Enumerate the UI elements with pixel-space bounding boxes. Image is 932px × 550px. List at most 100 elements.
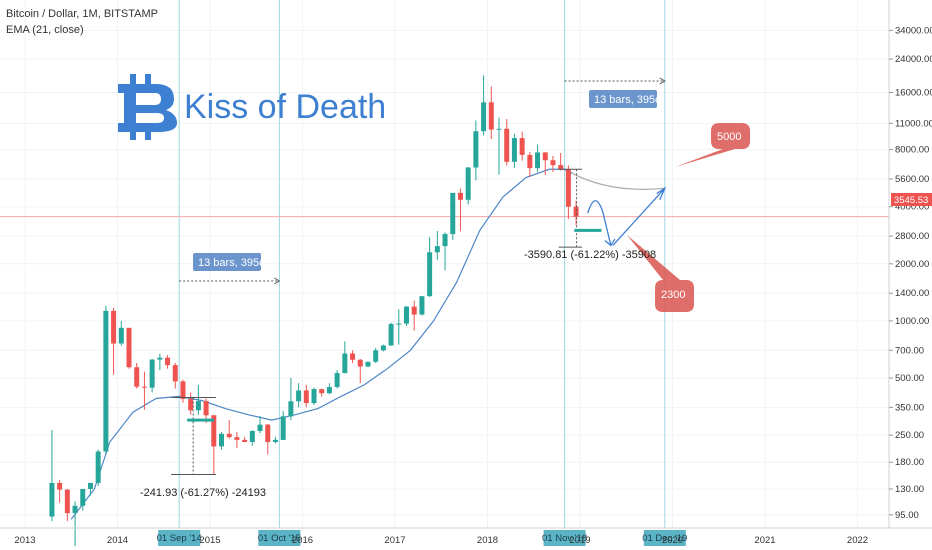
y-tick-label: 1000.00 bbox=[895, 316, 929, 327]
symbol-title: Bitcoin / Dollar, 1M, BITSTAMP bbox=[6, 8, 158, 20]
candle-body bbox=[535, 152, 541, 169]
target-high-callout: 5000 bbox=[675, 123, 750, 167]
x-tick-label: 2020 bbox=[662, 535, 683, 546]
candle-body bbox=[157, 357, 163, 360]
last-price-label: 3545.53 bbox=[894, 195, 928, 206]
candle-body bbox=[149, 359, 155, 388]
target-low-label: 2300 bbox=[661, 289, 685, 301]
candle-body bbox=[419, 296, 425, 315]
candle-body bbox=[311, 389, 317, 404]
chart-title: Kiss of Death bbox=[184, 88, 386, 126]
x-tick-label: 2019 bbox=[569, 535, 590, 546]
candle-body bbox=[265, 424, 271, 442]
candle-body bbox=[519, 138, 525, 155]
candle-body bbox=[481, 102, 487, 132]
date-badge bbox=[158, 530, 201, 546]
candle-body bbox=[350, 353, 356, 360]
y-tick-label: 180.00 bbox=[895, 457, 924, 468]
candle-body bbox=[188, 398, 194, 411]
y-tick-label: 130.00 bbox=[895, 484, 924, 495]
x-axis: 2013 2014 2015 2016 2017 2018 2019 2020 2021 2022 bbox=[0, 527, 932, 546]
candle-body bbox=[134, 367, 140, 387]
date-badge-label: 01 Dec '19 bbox=[642, 533, 687, 544]
candle-body bbox=[473, 131, 479, 168]
range-2014-arrow bbox=[274, 277, 281, 285]
x-tick-label: 2022 bbox=[847, 535, 868, 546]
candle-body bbox=[126, 327, 132, 368]
x-tick-label: 2016 bbox=[292, 535, 313, 546]
candle-body bbox=[72, 505, 78, 514]
chart-grid bbox=[0, 0, 889, 528]
drop-2014-label: -241.93 (-61.27%) -24193 bbox=[140, 487, 266, 499]
candle-body bbox=[111, 310, 117, 344]
x-tick-label: 2013 bbox=[14, 535, 35, 546]
y-tick-label: 700.00 bbox=[895, 345, 924, 356]
candle-body bbox=[504, 128, 510, 162]
candle-body bbox=[242, 439, 248, 442]
projection-up-head bbox=[656, 186, 667, 201]
candle-body bbox=[103, 310, 109, 452]
ema-legend: EMA (21, close) bbox=[6, 24, 84, 36]
y-tick-label: 1400.00 bbox=[895, 288, 929, 299]
candle-body bbox=[180, 381, 186, 399]
candle-body bbox=[257, 424, 263, 431]
candle-body bbox=[511, 138, 517, 162]
y-tick-label: 2800.00 bbox=[895, 231, 929, 242]
projection-down-head bbox=[604, 238, 616, 247]
date-badge bbox=[258, 530, 301, 546]
y-tick-label: 24000.00 bbox=[895, 54, 932, 65]
candle-body bbox=[565, 169, 571, 207]
x-tick-label: 2015 bbox=[199, 535, 220, 546]
candle-body bbox=[411, 306, 417, 315]
candle-body bbox=[296, 390, 302, 402]
y-tick-label: 16000.00 bbox=[895, 87, 932, 98]
candles-layer bbox=[49, 75, 579, 547]
candle-body bbox=[404, 306, 410, 324]
candle-body bbox=[172, 365, 178, 382]
candle-body bbox=[303, 390, 309, 404]
y-axis: 95.00 130.00 180.00 250.00 350.00 500.00 700.0… bbox=[888, 0, 932, 528]
y-tick-label: 4000.00 bbox=[895, 202, 929, 213]
candle-body bbox=[450, 192, 456, 235]
range-2014-label: 13 bars, 395d bbox=[198, 257, 265, 269]
candle-body bbox=[141, 386, 147, 388]
date-badge-label: 01 Oct '15 bbox=[258, 533, 301, 544]
candle-body bbox=[334, 373, 340, 388]
x-tick-label: 2018 bbox=[477, 535, 498, 546]
candle-body bbox=[342, 353, 348, 374]
y-tick-label: 11000.00 bbox=[895, 118, 932, 129]
bitcoin-logo-icon bbox=[118, 74, 177, 140]
candle-body bbox=[457, 192, 463, 200]
projection-down-arrow bbox=[587, 200, 612, 246]
x-tick-label: 2021 bbox=[754, 535, 775, 546]
y-tick-label: 350.00 bbox=[895, 402, 924, 413]
drop-2018-label: -3590.81 (-61.22%) -35908 bbox=[524, 249, 656, 261]
candle-body bbox=[234, 437, 240, 440]
projection-up-arrow bbox=[612, 187, 666, 246]
x-tick-label: 2017 bbox=[384, 535, 405, 546]
candle-body bbox=[465, 167, 471, 200]
candle-body bbox=[357, 359, 363, 367]
candle-body bbox=[118, 327, 124, 344]
candle-body bbox=[80, 489, 86, 506]
target-high-label: 5000 bbox=[717, 131, 741, 143]
candle-body bbox=[326, 387, 332, 394]
date-badge-label: 01 Sep '14 bbox=[157, 533, 202, 544]
candle-body bbox=[388, 324, 394, 346]
candle-body bbox=[542, 152, 548, 161]
candle-body bbox=[550, 160, 556, 166]
candle-body bbox=[380, 345, 386, 351]
candle-body bbox=[165, 357, 171, 366]
y-tick-label: 2000.00 bbox=[895, 259, 929, 270]
candle-body bbox=[288, 401, 294, 417]
date-badge-label: 01 Nov '18 bbox=[542, 533, 587, 544]
candle-body bbox=[280, 416, 286, 440]
y-tick-label: 34000.00 bbox=[895, 25, 932, 36]
date-badge bbox=[543, 530, 586, 546]
candle-body bbox=[442, 234, 448, 247]
x-tick-label: 2014 bbox=[107, 535, 128, 546]
date-badge bbox=[643, 530, 686, 546]
candle-body bbox=[272, 439, 278, 442]
candle-body bbox=[396, 323, 402, 325]
